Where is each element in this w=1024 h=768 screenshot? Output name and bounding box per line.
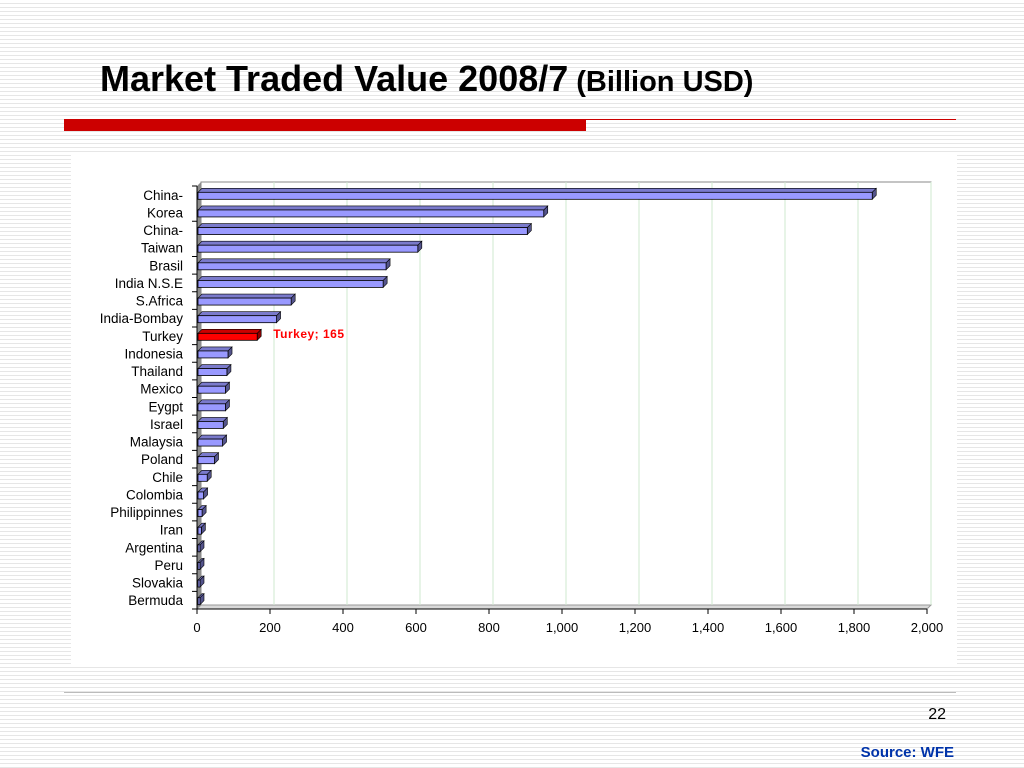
- category-label: Philippinnes: [110, 505, 183, 520]
- bar: [197, 385, 226, 394]
- bar-top: [197, 399, 231, 405]
- bar-chart: 0 200 400 600 800 1,000 1,200 1,400 1,600 1,800 2,…: [100, 181, 944, 635]
- bar: [197, 191, 873, 200]
- bar-top: [197, 329, 262, 334]
- bar: [197, 244, 419, 253]
- bar: [197, 562, 201, 570]
- category-label: S.Africa: [136, 294, 184, 309]
- chart-panel: 0 200 400 600 800 1,000 1,200 1,400 1,600 1,800 2,…: [71, 153, 957, 667]
- bar: [197, 209, 545, 218]
- category-label: Turkey: [142, 329, 183, 344]
- bar: [197, 597, 201, 606]
- bar-top: [197, 381, 231, 387]
- category-label: Malaysia: [130, 435, 184, 450]
- category-label: Iran: [160, 523, 183, 538]
- bar-top: [197, 293, 296, 299]
- category-label: Eygpt: [148, 399, 183, 414]
- category-label: Taiwan: [141, 241, 183, 256]
- bar: [197, 526, 202, 535]
- bar: [197, 579, 201, 588]
- bar-top: [197, 188, 877, 193]
- bar: [197, 438, 223, 447]
- bar-top: [197, 258, 391, 264]
- x-tick-label: 1,200: [619, 620, 652, 635]
- bar: [197, 350, 229, 359]
- category-label: India N.S.E: [115, 276, 183, 291]
- category-label: Argentina: [125, 540, 183, 555]
- bar: [197, 544, 201, 553]
- bar-top: [197, 417, 229, 422]
- category-label: Peru: [154, 558, 183, 573]
- plot-side-wall: [197, 182, 201, 609]
- x-tick-label: 400: [332, 620, 354, 635]
- x-tick-label: 2,000: [911, 620, 944, 635]
- bar-top: [197, 205, 549, 211]
- page-number: 22: [928, 706, 946, 723]
- bar-top: [197, 240, 423, 246]
- category-label: Israel: [150, 417, 183, 432]
- bar: [197, 473, 208, 482]
- category-label: China-: [143, 188, 183, 203]
- footer-divider: [64, 692, 956, 693]
- x-tick-label: 200: [259, 620, 281, 635]
- category-label: Korea: [147, 205, 184, 220]
- bar: [197, 509, 203, 517]
- bar: [197, 315, 277, 324]
- bar: [197, 227, 528, 235]
- bar-top: [197, 346, 233, 352]
- category-label: Chile: [152, 470, 183, 485]
- category-label: Indonesia: [124, 346, 183, 361]
- category-label: Thailand: [131, 364, 183, 379]
- bar: [197, 262, 387, 271]
- bar-top: [197, 223, 533, 228]
- bar: [197, 368, 228, 376]
- x-tick-label: 1,000: [546, 620, 579, 635]
- bar: [197, 456, 215, 465]
- plot-floor: [195, 604, 933, 610]
- slide-title: Market Traded Value 2008/7 (Billion USD): [100, 58, 1000, 110]
- category-label: India-Bombay: [100, 311, 184, 326]
- category-label: Mexico: [140, 382, 183, 397]
- title-subtitle-units: (Billion USD): [576, 66, 754, 98]
- bar: [197, 403, 226, 412]
- x-tick-label: 1,600: [765, 620, 798, 635]
- x-tick-label: 600: [405, 620, 427, 635]
- x-tick-label: 1,800: [838, 620, 871, 635]
- x-tick-label: 0: [193, 620, 200, 635]
- bar-top: [197, 434, 228, 440]
- title-underline-thin: [586, 119, 956, 120]
- category-label: Poland: [141, 452, 183, 467]
- bar: [197, 280, 384, 288]
- title-main: Market Traded Value 2008/7: [100, 58, 569, 99]
- category-label: Brasil: [149, 258, 183, 273]
- data-label-highlight: Turkey; 165: [273, 327, 344, 341]
- bar: [197, 491, 204, 500]
- title-underline-accent: [64, 119, 586, 131]
- x-tick-label: 1,400: [692, 620, 725, 635]
- category-label: Slovakia: [132, 576, 184, 591]
- source-note: Source: WFE: [860, 744, 954, 761]
- bar: [197, 421, 224, 429]
- bar: [197, 297, 292, 306]
- bar-top: [197, 364, 232, 369]
- x-tick-label: 800: [478, 620, 500, 635]
- category-label: Colombia: [126, 487, 184, 502]
- bar-top: [197, 276, 388, 281]
- category-label: Bermuda: [128, 593, 183, 608]
- bar-highlight: [197, 332, 258, 341]
- category-label: China-: [143, 223, 183, 238]
- bar-top: [197, 311, 282, 316]
